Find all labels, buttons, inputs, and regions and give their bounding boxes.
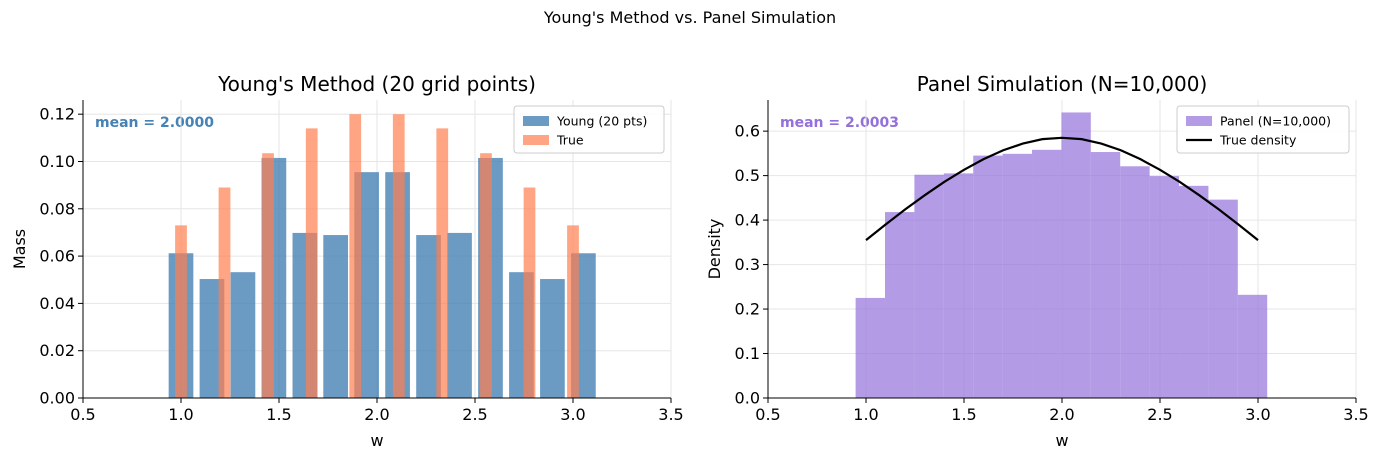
bar-young bbox=[447, 232, 472, 398]
histogram-bar bbox=[885, 212, 915, 398]
y-tick-label: 0.4 bbox=[735, 211, 760, 230]
x-tick-label: 3.5 bbox=[658, 405, 683, 424]
y-tick-label: 0.00 bbox=[39, 389, 75, 408]
y-tick-label: 0.08 bbox=[39, 199, 75, 218]
bar-true bbox=[392, 114, 405, 398]
y-axis-label-young: Mass bbox=[10, 229, 29, 269]
y-tick-label: 0.2 bbox=[735, 300, 760, 319]
histogram-bar bbox=[1237, 294, 1268, 398]
legend-swatch bbox=[523, 135, 549, 145]
legend-label: True density bbox=[1219, 133, 1297, 148]
bar-true bbox=[349, 114, 362, 398]
histogram-bar bbox=[1179, 185, 1209, 398]
histogram-bar bbox=[1032, 149, 1062, 398]
bar-true bbox=[523, 187, 536, 398]
y-tick-label: 0.0 bbox=[735, 389, 760, 408]
mean-annotation-young: mean = 2.0000 bbox=[95, 115, 214, 131]
x-axis-label-young: w bbox=[370, 431, 383, 450]
bar-true bbox=[436, 128, 449, 398]
chart-title-young: Young's Method (20 grid points) bbox=[217, 72, 536, 96]
x-tick-label: 1.5 bbox=[951, 405, 976, 424]
young-method-chart: Young's Method (20 grid points) w Mass m… bbox=[10, 72, 684, 450]
x-tick-label: 1.0 bbox=[853, 405, 878, 424]
bar-young bbox=[323, 235, 348, 398]
legend-label: Young (20 pts) bbox=[556, 114, 647, 129]
legend-panel: Panel (N=10,000) True density bbox=[1176, 105, 1350, 154]
histogram-bar bbox=[1002, 153, 1033, 398]
histogram-bar bbox=[1090, 152, 1121, 398]
panel-simulation-chart: Panel Simulation (N=10,000) w Density me… bbox=[705, 72, 1369, 450]
chart-title-panel: Panel Simulation (N=10,000) bbox=[917, 72, 1208, 96]
histogram-bar bbox=[1061, 112, 1091, 398]
x-tick-label: 0.5 bbox=[755, 405, 780, 424]
x-tick-label: 2.0 bbox=[1049, 405, 1074, 424]
bar-true bbox=[262, 153, 274, 398]
histogram-bar bbox=[1208, 199, 1238, 398]
y-tick-label: 0.12 bbox=[39, 105, 75, 124]
x-tick-label: 1.0 bbox=[168, 405, 193, 424]
x-tick-label: 0.5 bbox=[70, 405, 95, 424]
legend-box bbox=[1176, 105, 1350, 154]
bar-true bbox=[218, 187, 231, 398]
histogram-bar bbox=[914, 174, 944, 398]
y-tick-label: 0.06 bbox=[39, 247, 75, 266]
y-axis-label-panel: Density bbox=[705, 219, 724, 280]
y-tick-label: 0.04 bbox=[39, 294, 75, 313]
x-tick-label: 3.0 bbox=[1245, 405, 1270, 424]
bar-young bbox=[540, 279, 565, 398]
x-tick-label: 3.0 bbox=[560, 405, 585, 424]
x-tick-label: 2.5 bbox=[462, 405, 487, 424]
y-tick-label: 0.02 bbox=[39, 341, 75, 360]
histogram-bar bbox=[943, 173, 974, 398]
histogram-bar bbox=[1149, 176, 1180, 398]
x-tick-label: 2.5 bbox=[1147, 405, 1172, 424]
mean-annotation-panel: mean = 2.0003 bbox=[780, 115, 899, 131]
x-tick-label: 3.5 bbox=[1343, 405, 1368, 424]
bar-true bbox=[480, 153, 492, 398]
y-tick-label: 0.1 bbox=[735, 344, 760, 363]
y-tick-label: 0.10 bbox=[39, 152, 75, 171]
series-true bbox=[175, 114, 579, 398]
y-tick-label: 0.5 bbox=[735, 166, 760, 185]
true-density-line bbox=[865, 136, 1259, 241]
legend-swatch bbox=[1186, 116, 1212, 126]
legend-box bbox=[513, 105, 665, 154]
bar-true bbox=[175, 225, 187, 398]
legend-swatch bbox=[523, 116, 549, 126]
bar-true bbox=[567, 225, 579, 398]
histogram-bar bbox=[855, 297, 886, 398]
legend-young: Young (20 pts) True bbox=[513, 105, 665, 154]
bar-young bbox=[230, 272, 256, 398]
histogram-bar bbox=[973, 155, 1003, 398]
legend-label: Panel (N=10,000) bbox=[1220, 114, 1331, 129]
x-tick-label: 2.0 bbox=[364, 405, 389, 424]
x-tick-label: 1.5 bbox=[266, 405, 291, 424]
histogram-bar bbox=[1120, 166, 1150, 398]
y-tick-label: 0.6 bbox=[735, 122, 760, 141]
bar-true bbox=[305, 128, 318, 398]
x-axis-label-panel: w bbox=[1055, 431, 1068, 450]
legend-label: True bbox=[556, 133, 584, 148]
y-tick-label: 0.3 bbox=[735, 255, 760, 274]
series-panel-histogram bbox=[855, 112, 1268, 398]
figure-suptitle: Young's Method vs. Panel Simulation bbox=[543, 8, 836, 27]
